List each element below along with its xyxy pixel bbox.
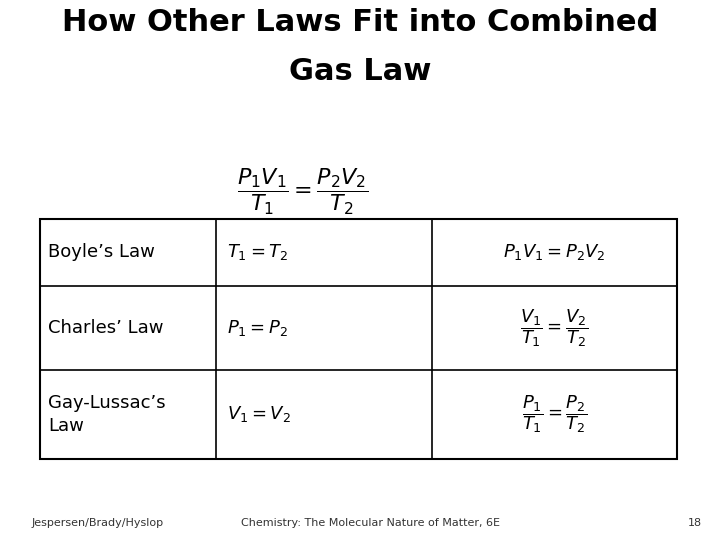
Text: 18: 18 [688, 518, 702, 528]
Text: $P_1 = P_2$: $P_1 = P_2$ [227, 318, 288, 338]
Text: How Other Laws Fit into Combined: How Other Laws Fit into Combined [62, 8, 658, 37]
Bar [40, 219, 677, 459]
Text: $\dfrac{P_1}{T_1} = \dfrac{P_2}{T_2}$: $\dfrac{P_1}{T_1} = \dfrac{P_2}{T_2}$ [522, 394, 587, 435]
Text: $P_1V_1 = P_2V_2$: $P_1V_1 = P_2V_2$ [503, 242, 606, 262]
Text: $\dfrac{P_1V_1}{T_1} = \dfrac{P_2V_2}{T_2}$: $\dfrac{P_1V_1}{T_1} = \dfrac{P_2V_2}{T_… [237, 167, 368, 217]
Text: Gay-Lussac’s
Law: Gay-Lussac’s Law [48, 394, 166, 435]
Text: $V_1 = V_2$: $V_1 = V_2$ [227, 404, 291, 424]
Text: Boyle’s Law: Boyle’s Law [48, 244, 155, 261]
Text: Jespersen/Brady/Hyslop: Jespersen/Brady/Hyslop [31, 518, 163, 528]
Text: Gas Law: Gas Law [289, 57, 431, 86]
Text: $\dfrac{V_1}{T_1} = \dfrac{V_2}{T_2}$: $\dfrac{V_1}{T_1} = \dfrac{V_2}{T_2}$ [521, 307, 588, 349]
Text: Chemistry: The Molecular Nature of Matter, 6E: Chemistry: The Molecular Nature of Matte… [241, 518, 500, 528]
Text: $T_1 = T_2$: $T_1 = T_2$ [227, 242, 288, 262]
Text: Charles’ Law: Charles’ Law [48, 319, 163, 337]
